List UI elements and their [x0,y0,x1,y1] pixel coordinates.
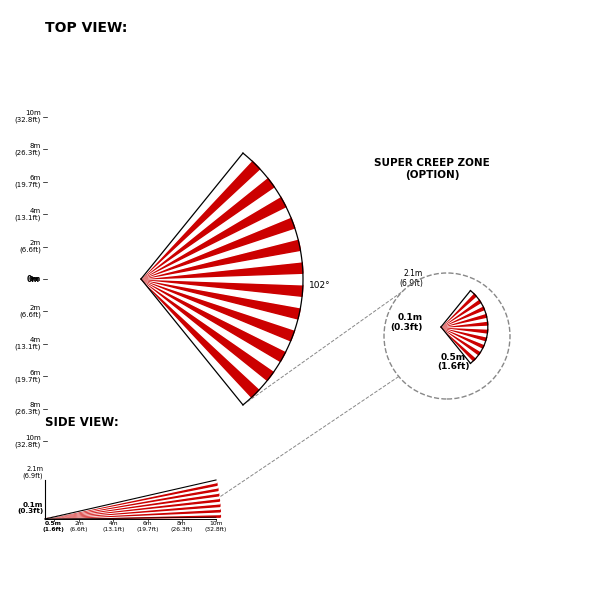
Polygon shape [45,504,220,519]
Polygon shape [45,514,220,519]
Polygon shape [45,499,220,519]
Text: 0m: 0m [26,275,40,283]
Polygon shape [141,279,280,371]
Polygon shape [141,279,274,380]
Polygon shape [141,279,303,296]
Text: 10m
(32.8ft): 10m (32.8ft) [205,521,227,532]
Text: 2m
(6.6ft): 2m (6.6ft) [70,521,88,532]
Polygon shape [141,239,301,279]
Polygon shape [441,306,484,327]
Polygon shape [441,327,476,361]
Polygon shape [141,279,291,352]
Text: 10m
(32.8ft): 10m (32.8ft) [14,434,41,448]
Text: 6m
(19.7ft): 6m (19.7ft) [136,521,159,532]
Polygon shape [441,290,473,327]
Polygon shape [441,313,487,327]
Text: 4m
(13.1ft): 4m (13.1ft) [14,208,41,221]
Polygon shape [441,327,484,348]
Text: 2.1m
(6.9ft): 2.1m (6.9ft) [23,466,43,479]
Polygon shape [45,501,220,519]
Polygon shape [441,293,476,327]
Polygon shape [441,325,488,329]
Polygon shape [141,279,298,330]
Polygon shape [441,327,483,352]
Polygon shape [45,482,217,519]
Text: SIDE VIEW:: SIDE VIEW: [45,416,119,429]
Text: 102°: 102° [309,280,331,289]
Polygon shape [141,206,291,279]
Polygon shape [441,327,486,344]
Polygon shape [141,169,268,279]
Text: SUPER CREEP ZONE
(OPTION): SUPER CREEP ZONE (OPTION) [374,158,490,180]
Polygon shape [441,327,487,341]
Text: 0m: 0m [29,276,41,282]
Polygon shape [141,197,286,279]
Polygon shape [141,279,251,405]
Polygon shape [441,327,479,358]
Text: 10m
(32.8ft): 10m (32.8ft) [14,110,41,124]
Text: 6m
(19.7ft): 6m (19.7ft) [14,370,41,383]
Polygon shape [45,485,218,519]
Text: 2.1m
(6.9ft): 2.1m (6.9ft) [399,269,423,287]
Text: 0.5m
(1.6ft): 0.5m (1.6ft) [437,353,469,371]
Polygon shape [141,279,260,397]
Text: TOP VIEW:: TOP VIEW: [45,21,127,35]
Polygon shape [141,279,295,341]
Polygon shape [441,299,481,327]
Text: 4m
(13.1ft): 4m (13.1ft) [14,337,41,350]
Polygon shape [441,327,473,364]
Polygon shape [441,296,479,327]
Polygon shape [141,178,274,279]
Polygon shape [141,228,298,279]
Polygon shape [141,279,286,361]
Polygon shape [45,488,218,519]
Polygon shape [141,273,303,285]
Polygon shape [45,509,220,519]
Polygon shape [441,310,486,327]
Polygon shape [141,250,302,279]
Polygon shape [45,480,217,519]
Text: 8m
(26.3ft): 8m (26.3ft) [14,402,41,415]
Polygon shape [141,262,303,279]
Text: 8m
(26.3ft): 8m (26.3ft) [170,521,193,532]
Polygon shape [141,161,260,279]
Polygon shape [141,153,251,279]
Polygon shape [441,321,488,327]
Text: 2m
(6.6ft): 2m (6.6ft) [19,305,41,318]
Polygon shape [141,279,302,308]
Polygon shape [45,493,219,519]
Polygon shape [141,279,268,389]
Polygon shape [45,506,220,519]
Text: 6m
(19.7ft): 6m (19.7ft) [14,175,41,188]
Polygon shape [141,217,295,279]
Text: 8m
(26.3ft): 8m (26.3ft) [14,143,41,156]
Text: 0.5m
(1.6ft): 0.5m (1.6ft) [43,521,64,532]
Polygon shape [441,302,483,327]
Polygon shape [441,317,487,327]
Polygon shape [141,279,301,319]
Polygon shape [45,491,218,519]
Text: 0.1m
(0.3ft): 0.1m (0.3ft) [391,313,423,332]
Polygon shape [141,187,280,279]
Text: 4m
(13.1ft): 4m (13.1ft) [102,521,125,532]
Text: 0.1m
(0.3ft): 0.1m (0.3ft) [17,502,43,514]
Polygon shape [45,512,220,519]
Polygon shape [441,327,488,333]
Polygon shape [441,327,487,337]
Text: 2m
(6.6ft): 2m (6.6ft) [19,240,41,253]
Polygon shape [441,327,481,355]
Polygon shape [45,496,219,519]
